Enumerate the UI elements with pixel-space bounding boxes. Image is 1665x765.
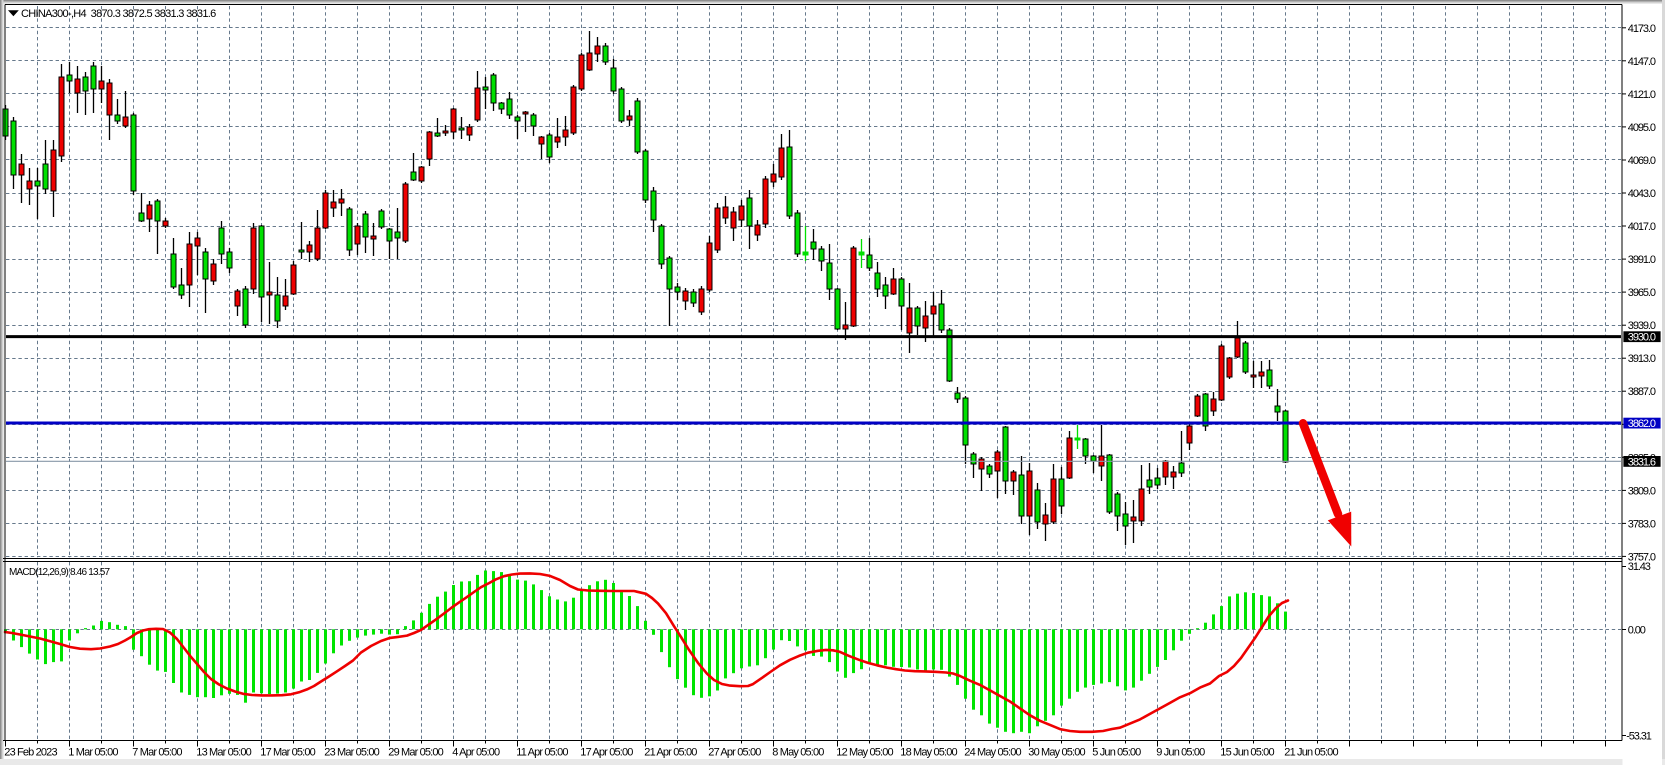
svg-text:17 Mar 05:00: 17 Mar 05:00 bbox=[260, 747, 315, 759]
svg-text:15 Jun 05:00: 15 Jun 05:00 bbox=[1220, 747, 1274, 759]
svg-text:4095.0: 4095.0 bbox=[1628, 122, 1656, 134]
svg-text:3783.0: 3783.0 bbox=[1628, 518, 1656, 530]
svg-text:27 Apr 05:00: 27 Apr 05:00 bbox=[708, 747, 761, 759]
svg-text:23 Feb 2023: 23 Feb 2023 bbox=[4, 747, 57, 759]
svg-text:23 Mar 05:00: 23 Mar 05:00 bbox=[324, 747, 379, 759]
svg-text:1 Mar 05:00: 1 Mar 05:00 bbox=[68, 747, 118, 759]
svg-text:4173.0: 4173.0 bbox=[1628, 23, 1656, 35]
svg-text:31.43: 31.43 bbox=[1628, 561, 1651, 573]
svg-text:8 May 05:00: 8 May 05:00 bbox=[772, 747, 824, 759]
svg-text:3862.0: 3862.0 bbox=[1628, 418, 1656, 430]
svg-text:21 Apr 05:00: 21 Apr 05:00 bbox=[644, 747, 697, 759]
svg-text:13 Mar 05:00: 13 Mar 05:00 bbox=[196, 747, 251, 759]
svg-text:3913.0: 3913.0 bbox=[1628, 353, 1656, 365]
svg-text:7 Mar 05:00: 7 Mar 05:00 bbox=[132, 747, 182, 759]
svg-text:0.00: 0.00 bbox=[1628, 624, 1646, 636]
svg-text:9 Jun 05:00: 9 Jun 05:00 bbox=[1156, 747, 1205, 759]
svg-text:4043.0: 4043.0 bbox=[1628, 188, 1656, 200]
svg-text:3757.0: 3757.0 bbox=[1628, 551, 1656, 563]
svg-text:24 May 05:00: 24 May 05:00 bbox=[964, 747, 1021, 759]
svg-text:3991.0: 3991.0 bbox=[1628, 254, 1656, 266]
svg-text:CHINA300-,H4 3870.3 3872.5 38: CHINA300-,H4 3870.3 3872.5 3831.3 3831.6 bbox=[21, 8, 216, 20]
svg-text:11 Apr 05:00: 11 Apr 05:00 bbox=[516, 747, 568, 759]
svg-text:17 Apr 05:00: 17 Apr 05:00 bbox=[580, 747, 633, 759]
svg-text:4069.0: 4069.0 bbox=[1628, 155, 1656, 167]
svg-text:4121.0: 4121.0 bbox=[1628, 89, 1656, 101]
svg-text:30 May 05:00: 30 May 05:00 bbox=[1028, 747, 1085, 759]
svg-text:3831.6: 3831.6 bbox=[1628, 456, 1656, 468]
svg-text:21 Jun 05:00: 21 Jun 05:00 bbox=[1284, 747, 1338, 759]
svg-text:4017.0: 4017.0 bbox=[1628, 221, 1656, 233]
svg-text:29 Mar 05:00: 29 Mar 05:00 bbox=[388, 747, 443, 759]
svg-text:4 Apr 05:00: 4 Apr 05:00 bbox=[452, 747, 500, 759]
svg-text:12 May 05:00: 12 May 05:00 bbox=[836, 747, 893, 759]
svg-text:3930.0: 3930.0 bbox=[1628, 332, 1656, 344]
svg-text:-53.31: -53.31 bbox=[1626, 730, 1652, 742]
svg-text:18 May 05:00: 18 May 05:00 bbox=[900, 747, 957, 759]
svg-text:3939.0: 3939.0 bbox=[1628, 320, 1656, 332]
svg-text:5 Jun 05:00: 5 Jun 05:00 bbox=[1092, 747, 1141, 759]
svg-text:MACD(12,26,9) 8.46 13.57: MACD(12,26,9) 8.46 13.57 bbox=[9, 567, 111, 578]
svg-text:3965.0: 3965.0 bbox=[1628, 287, 1656, 299]
svg-text:3809.0: 3809.0 bbox=[1628, 485, 1656, 497]
svg-text:4147.0: 4147.0 bbox=[1628, 56, 1656, 68]
svg-text:3887.0: 3887.0 bbox=[1628, 386, 1656, 398]
